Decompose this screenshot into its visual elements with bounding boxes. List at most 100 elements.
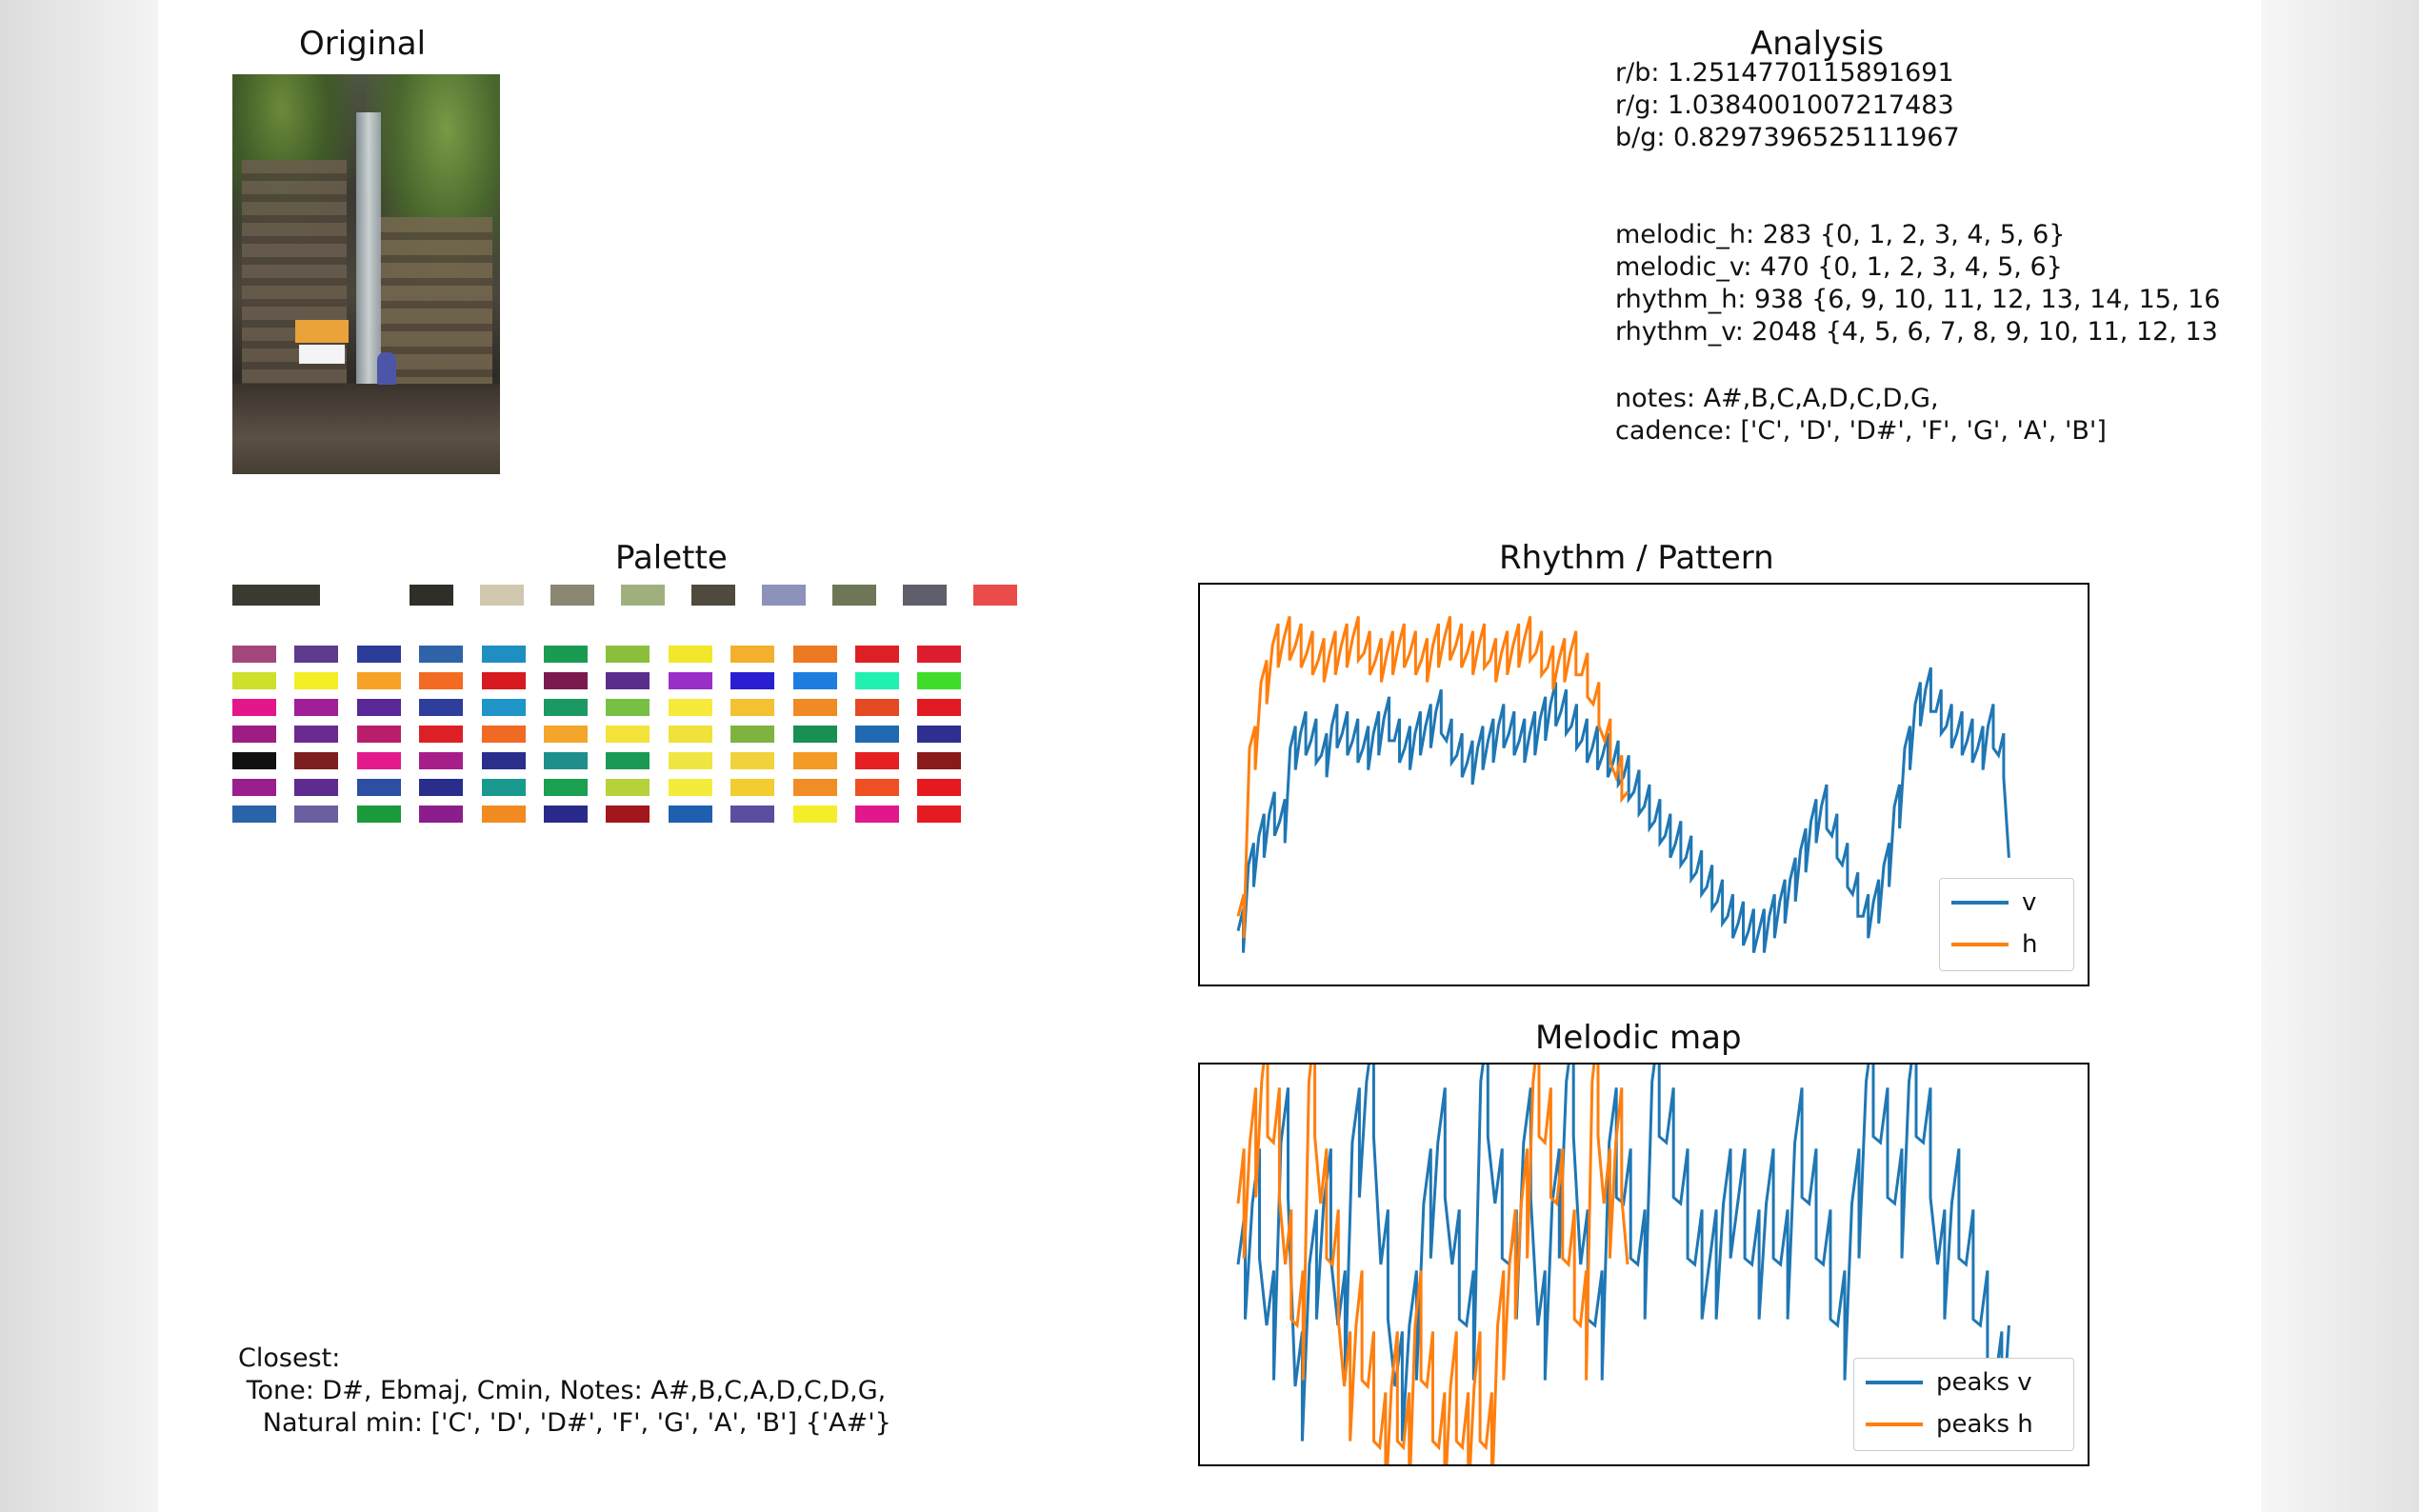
rhythm-chart-title: Rhythm / Pattern (1499, 539, 1774, 577)
melodic-chart-title: Melodic map (1535, 1019, 1742, 1057)
palette-grid-swatch (730, 672, 775, 689)
palette-main-swatch (550, 585, 594, 606)
palette-grid-swatch (730, 779, 775, 796)
palette-grid-swatch (356, 646, 401, 663)
rhythm-plot (1236, 616, 2010, 953)
melodic-plot (1236, 1064, 2010, 1464)
palette-grid-swatch (730, 806, 775, 823)
palette-grid-swatch (917, 646, 962, 663)
palette-grid-swatch (481, 752, 526, 769)
figure-sheet: Original Analysis r/b: 1.251477011589169… (158, 0, 2261, 1512)
stat-rhythm-v: rhythm_v: 2048 {4, 5, 6, 7, 8, 9, 10, 11… (1615, 317, 2218, 347)
original-photo (232, 74, 500, 474)
palette-grid-swatch (606, 646, 650, 663)
notes-text: notes: A#,B,C,A,D,C,D,G, (1615, 384, 1939, 413)
palette-grid-swatch (917, 779, 962, 796)
palette-title: Palette (615, 539, 728, 577)
palette-grid-swatch (917, 672, 962, 689)
palette-grid-swatch (730, 646, 775, 663)
palette-grid-swatch (668, 752, 712, 769)
analysis-title: Analysis (1750, 25, 1885, 63)
legend-swatch-h (1951, 943, 2009, 946)
palette-grid-swatch (792, 752, 837, 769)
palette-grid-swatch (294, 779, 339, 796)
palette-grid-swatch (419, 646, 464, 663)
melodic-chart: peaks v peaks h (1198, 1063, 2089, 1466)
palette-main-swatch (903, 585, 947, 606)
palette-grid-swatch (419, 726, 464, 743)
palette-grid-swatch (544, 779, 588, 796)
ratio-rb: r/b: 1.2514770115891691 (1615, 58, 1954, 88)
palette-grid-swatch (792, 699, 837, 716)
palette-grid-swatch (481, 699, 526, 716)
palette-grid-swatch (792, 806, 837, 823)
palette-grid-swatch (294, 806, 339, 823)
palette-grid-swatch (481, 806, 526, 823)
palette-grid-swatch (544, 646, 588, 663)
palette-grid-swatch (855, 779, 899, 796)
palette-grid-swatch (232, 646, 276, 663)
palette-grid-swatch (668, 779, 712, 796)
palette-grid-swatch (481, 672, 526, 689)
palette-grid-swatch (917, 752, 962, 769)
palette-grid-swatch (294, 672, 339, 689)
palette-grid-swatch (544, 726, 588, 743)
legend-entry-v: v (1951, 888, 2036, 917)
palette-grid-swatch (792, 726, 837, 743)
palette-grid-swatch (606, 672, 650, 689)
palette-grid-swatch (606, 752, 650, 769)
palette-grid-swatch (730, 699, 775, 716)
palette-grid-swatch (917, 699, 962, 716)
palette-grid-swatch (294, 752, 339, 769)
palette-grid-swatch (232, 672, 276, 689)
legend-swatch-v (1951, 901, 2009, 905)
palette-grid-swatch (419, 752, 464, 769)
closest-tone: Tone: D#, Ebmaj, Cmin, Notes: A#,B,C,A,D… (238, 1376, 887, 1405)
palette-grid-swatch (855, 806, 899, 823)
legend-entry-peaks-v: peaks v (1866, 1368, 2032, 1397)
palette-grid-swatch (544, 672, 588, 689)
series-line-v (1236, 666, 2010, 953)
palette-grid-swatch (232, 752, 276, 769)
palette-main-swatch (480, 585, 524, 606)
palette-main-swatch (691, 585, 735, 606)
palette-main-swatch (762, 585, 806, 606)
palette-grid-swatch (232, 779, 276, 796)
ratio-rg: r/g: 1.0384001007217483 (1615, 90, 1954, 120)
left-backdrop (0, 0, 158, 1512)
palette-main-swatch (973, 585, 1017, 606)
stat-rhythm-h: rhythm_h: 938 {6, 9, 10, 11, 12, 13, 14,… (1615, 285, 2221, 314)
palette-main-swatch (410, 585, 453, 606)
palette-grid-swatch (544, 699, 588, 716)
palette-main-swatch (832, 585, 876, 606)
palette-grid-swatch (855, 672, 899, 689)
palette-grid-swatch (668, 672, 712, 689)
palette-grid-swatch (232, 726, 276, 743)
melodic-legend: peaks v peaks h (1853, 1358, 2074, 1451)
palette-grid-swatch (294, 646, 339, 663)
palette-grid-swatch (232, 699, 276, 716)
palette-grid-swatch (232, 806, 276, 823)
palette-grid-swatch (544, 806, 588, 823)
palette-grid-swatch (419, 779, 464, 796)
palette-grid-swatch (792, 646, 837, 663)
stat-melodic-v: melodic_v: 470 {0, 1, 2, 3, 4, 5, 6} (1615, 252, 2063, 282)
palette-grid-swatch (294, 726, 339, 743)
palette-grid-swatch (668, 726, 712, 743)
palette-grid-swatch (356, 726, 401, 743)
palette-grid-swatch (668, 806, 712, 823)
palette-grid-swatch (294, 699, 339, 716)
palette-grid-swatch (481, 646, 526, 663)
palette-grid-swatch (855, 699, 899, 716)
palette-main-swatch (326, 585, 370, 606)
palette-grid-swatch (356, 806, 401, 823)
palette-main-swatch (621, 585, 665, 606)
palette-grid-swatch (356, 672, 401, 689)
closest-label: Closest: (238, 1343, 341, 1373)
ratio-bg: b/g: 0.8297396525111967 (1615, 123, 1960, 152)
right-backdrop (2261, 0, 2419, 1512)
palette-grid-swatch (356, 699, 401, 716)
palette-grid-swatch (730, 752, 775, 769)
palette-grid-swatch (730, 726, 775, 743)
original-title: Original (299, 25, 427, 63)
